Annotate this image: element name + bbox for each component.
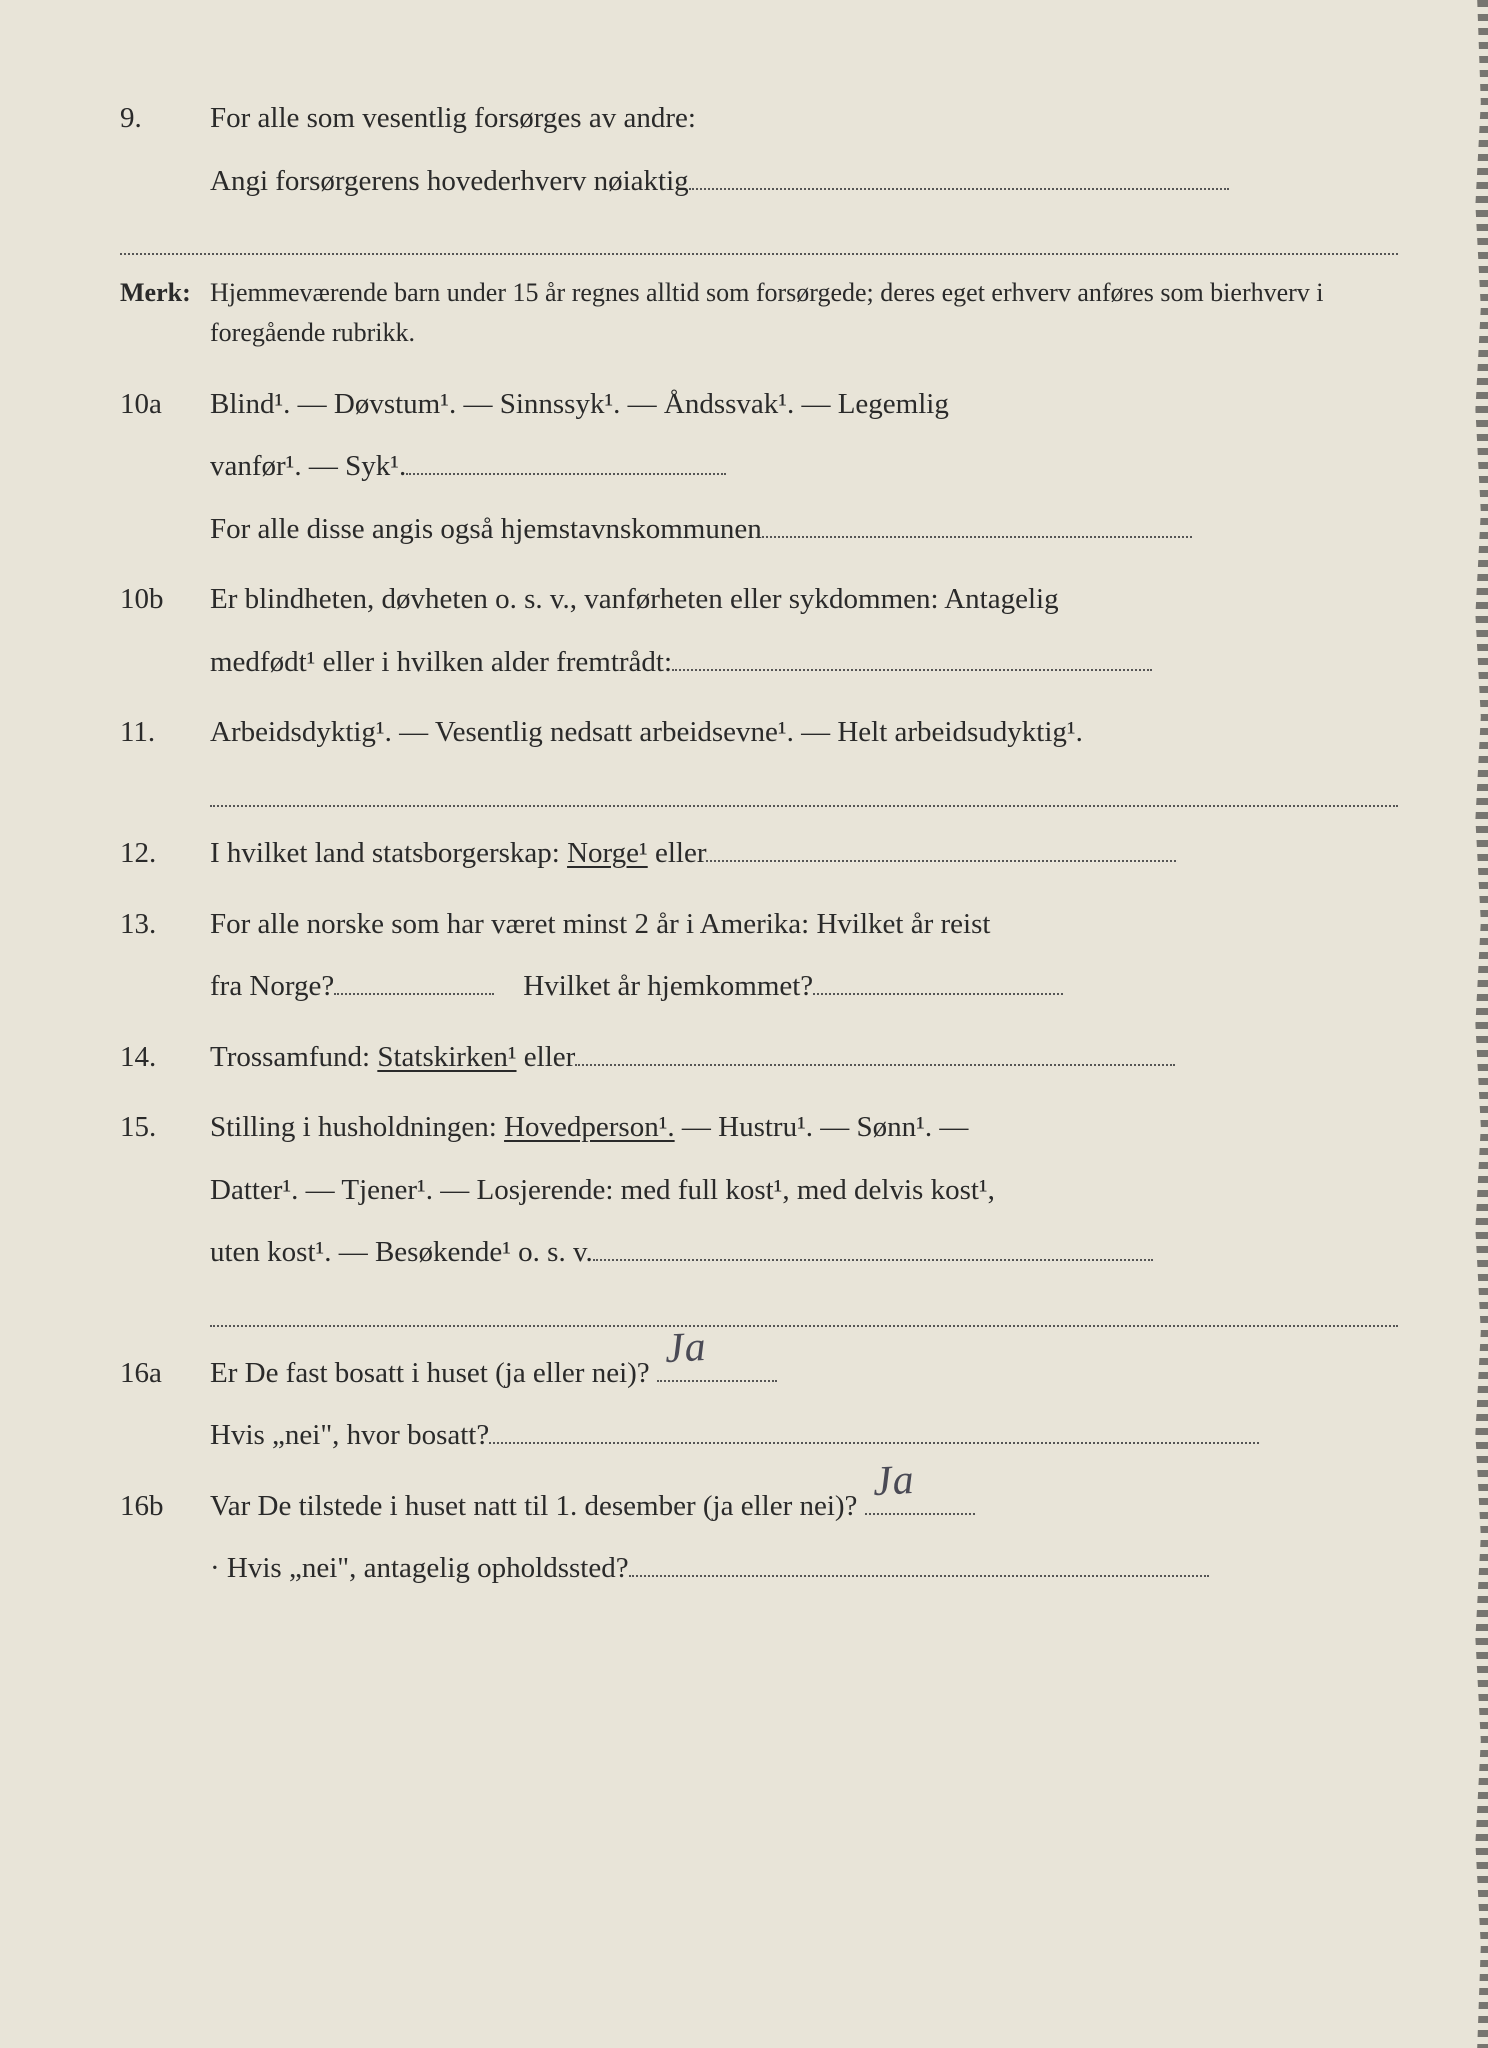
q14-number: 14. bbox=[120, 1029, 210, 1086]
q16a-answer: Ja bbox=[663, 1307, 709, 1391]
q10a-line3: For alle disse angis også hjemstavnskomm… bbox=[210, 513, 1192, 545]
q16a-answer-blank[interactable]: Ja bbox=[657, 1380, 777, 1382]
q9-line1: For alle som vesentlig forsørges av andr… bbox=[210, 90, 1398, 147]
question-10b: 10b Er blindheten, døvheten o. s. v., va… bbox=[120, 571, 1398, 690]
q16a-line2: Hvis „nei", hvor bosatt? bbox=[210, 1419, 1259, 1451]
q16b-line1: Var De tilstede i huset natt til 1. dese… bbox=[210, 1478, 1398, 1535]
q13-number: 13. bbox=[120, 896, 210, 1015]
question-10a: 10a Blind¹. — Døvstum¹. — Sinnssyk¹. — Å… bbox=[120, 376, 1398, 558]
q10b-blank[interactable] bbox=[672, 669, 1152, 671]
q15-blank[interactable] bbox=[593, 1259, 1153, 1261]
q10a-line1: Blind¹. — Døvstum¹. — Sinnssyk¹. — Åndss… bbox=[210, 376, 1398, 433]
question-16b: 16b Var De tilstede i huset natt til 1. … bbox=[120, 1478, 1398, 1597]
question-12: 12. I hvilket land statsborgerskap: Norg… bbox=[120, 825, 1398, 882]
q16b-answer-blank[interactable]: Ja bbox=[865, 1513, 975, 1515]
q13-blank2[interactable] bbox=[813, 993, 1063, 995]
q16b-line2: · Hvis „nei", antagelig opholdssted? bbox=[210, 1552, 1209, 1584]
merk-note: Merk: Hjemmeværende barn under 15 år reg… bbox=[120, 273, 1398, 354]
q9-blank[interactable] bbox=[689, 188, 1229, 190]
q12-number: 12. bbox=[120, 825, 210, 882]
q16a-number: 16a bbox=[120, 1345, 210, 1464]
q10b-line2: medfødt¹ eller i hvilken alder fremtrådt… bbox=[210, 646, 1152, 678]
q15-line2: Datter¹. — Tjener¹. — Losjerende: med fu… bbox=[210, 1162, 1398, 1219]
question-13: 13. For alle norske som har været minst … bbox=[120, 896, 1398, 1015]
merk-text: Hjemmeværende barn under 15 år regnes al… bbox=[210, 273, 1398, 354]
q15-number: 15. bbox=[120, 1099, 210, 1281]
question-11: 11. Arbeidsdyktig¹. — Vesentlig nedsatt … bbox=[120, 704, 1398, 761]
question-16a: 16a Er De fast bosatt i huset (ja eller … bbox=[120, 1345, 1398, 1464]
q14-blank[interactable] bbox=[575, 1064, 1175, 1066]
q9-line2: Angi forsørgerens hovederhverv nøiaktig bbox=[210, 165, 1229, 197]
q10a-blank1[interactable] bbox=[406, 473, 726, 475]
q10b-number: 10b bbox=[120, 571, 210, 690]
q11-number: 11. bbox=[120, 704, 210, 761]
q13-line1: For alle norske som har været minst 2 år… bbox=[210, 896, 1398, 953]
q16b-blank2[interactable] bbox=[629, 1575, 1209, 1577]
q14-underlined: Statskirken¹ bbox=[377, 1041, 516, 1073]
q9-number: 9. bbox=[120, 90, 210, 209]
q11-line1: Arbeidsdyktig¹. — Vesentlig nedsatt arbe… bbox=[210, 716, 1083, 748]
q16b-number: 16b bbox=[120, 1478, 210, 1597]
q15-line3: uten kost¹. — Besøkende¹ o. s. v. bbox=[210, 1236, 1153, 1268]
question-15: 15. Stilling i husholdningen: Hovedperso… bbox=[120, 1099, 1398, 1281]
q15-extra-line[interactable] bbox=[210, 1299, 1398, 1327]
q10b-line1: Er blindheten, døvheten o. s. v., vanfør… bbox=[210, 571, 1398, 628]
q11-extra-line[interactable] bbox=[210, 779, 1398, 807]
q10a-blank2[interactable] bbox=[762, 536, 1192, 538]
q12-underlined: Norge¹ bbox=[567, 837, 648, 869]
q10a-number: 10a bbox=[120, 376, 210, 558]
q12-blank[interactable] bbox=[706, 860, 1176, 862]
q13-line2: fra Norge? Hvilket år hjemkommet? bbox=[210, 970, 1063, 1002]
q10a-line2: vanfør¹. — Syk¹. bbox=[210, 438, 1398, 495]
q16b-answer: Ja bbox=[871, 1440, 917, 1524]
question-14: 14. Trossamfund: Statskirken¹ eller bbox=[120, 1029, 1398, 1086]
census-form-page: 9. For alle som vesentlig forsørges av a… bbox=[0, 0, 1488, 1711]
merk-label: Merk: bbox=[120, 273, 210, 354]
q13-blank1[interactable] bbox=[334, 993, 494, 995]
question-9: 9. For alle som vesentlig forsørges av a… bbox=[120, 90, 1398, 209]
q9-extra-line[interactable] bbox=[120, 227, 1398, 255]
q15-line1: Stilling i husholdningen: Hovedperson¹. … bbox=[210, 1099, 1398, 1156]
q16a-line1: Er De fast bosatt i huset (ja eller nei)… bbox=[210, 1345, 1398, 1402]
